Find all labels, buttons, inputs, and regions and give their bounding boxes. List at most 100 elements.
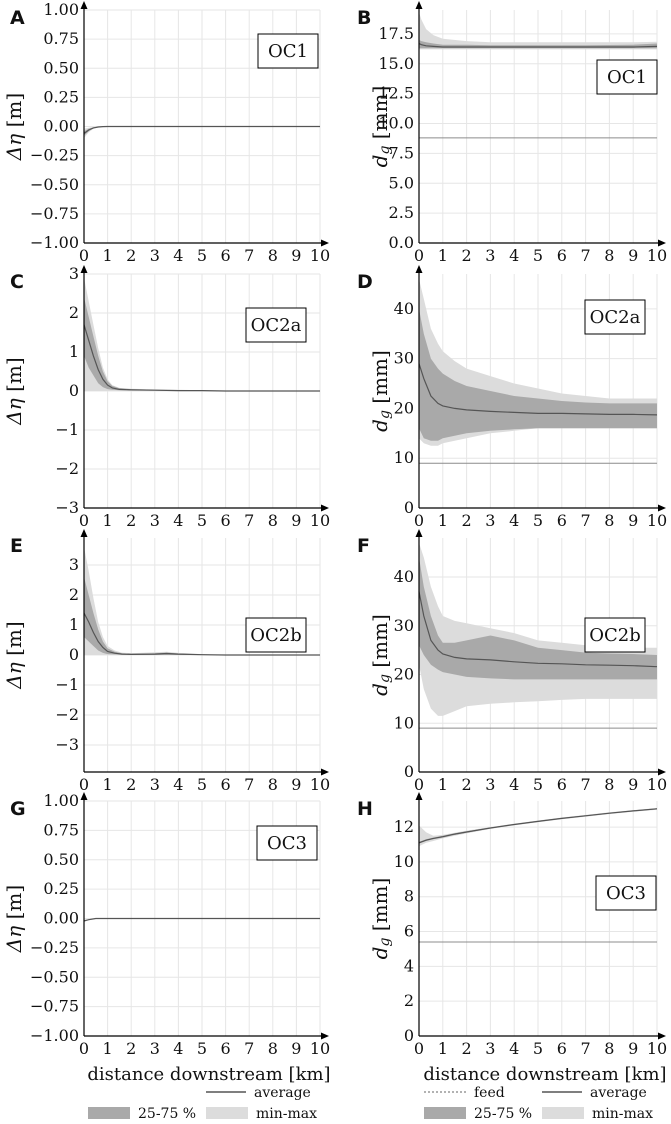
- x-tick-label: 4: [509, 775, 519, 794]
- y-tick-label: 10: [394, 852, 414, 871]
- y-tick-label: 10.0: [378, 114, 414, 133]
- panel-label-c: C: [10, 271, 24, 293]
- x-tick-label: 4: [509, 511, 519, 530]
- y-axis-arrow-f: [415, 529, 423, 537]
- iqr-band-f: [419, 557, 657, 680]
- x-tick-label: 5: [533, 1039, 543, 1058]
- y-tick-label: −0.75: [30, 997, 79, 1016]
- y-tick-label: −3: [55, 498, 79, 517]
- average-line-g: [83, 917, 320, 922]
- y-axis-arrow-c: [80, 265, 88, 273]
- y-tick-label: 2: [69, 303, 79, 322]
- y-tick-label: 0.75: [43, 820, 79, 839]
- x-tick-label: 0: [414, 1039, 424, 1058]
- x-tick-label: 0: [79, 1039, 89, 1058]
- x-tick-label: 7: [581, 1039, 591, 1058]
- x-tick-label: 2: [126, 1039, 136, 1058]
- x-tick-label: 8: [604, 1039, 614, 1058]
- y-tick-label: −0.25: [30, 938, 79, 957]
- x-tick-label: 5: [197, 511, 207, 530]
- x-tick-label: 3: [150, 1039, 160, 1058]
- legend-right-average-label: average: [590, 1085, 647, 1101]
- annotation-label-a: OC1: [268, 41, 308, 62]
- y-axis-arrow-a: [80, 1, 88, 9]
- average-line-d: [418, 363, 658, 416]
- x-tick-label: 3: [485, 775, 495, 794]
- panel-label-b: B: [357, 7, 371, 29]
- x-tick-label: 8: [268, 775, 278, 794]
- average-line-e: [83, 612, 320, 656]
- y-tick-label: 5.0: [389, 173, 414, 192]
- x-tick-label: 2: [462, 511, 472, 530]
- y-axis-label-c: Δη [m]: [2, 357, 26, 425]
- legend-right-feed-label: feed: [474, 1085, 505, 1101]
- annotation-box-f: [584, 617, 646, 653]
- average-line-f: [418, 591, 658, 668]
- y-axis-label-b: dg [mm]: [368, 86, 393, 168]
- y-tick-label: 0.50: [43, 58, 79, 77]
- annotation-box-c: [245, 307, 307, 343]
- x-tick-label: 2: [126, 511, 136, 530]
- y-axis-label-h: dg [mm]: [368, 878, 393, 960]
- y-tick-label: 0: [69, 381, 79, 400]
- x-tick-label: 9: [628, 511, 638, 530]
- x-tick-label: 1: [438, 511, 448, 530]
- y-tick-label: −1.00: [30, 1026, 79, 1045]
- y-axis-label-f: dg [mm]: [368, 614, 393, 696]
- x-tick-label: 3: [485, 246, 495, 265]
- legend-left-minmax-label: min-max: [256, 1106, 317, 1122]
- x-tick-label: 8: [604, 775, 614, 794]
- y-tick-label: −2: [55, 459, 79, 478]
- y-tick-label: 0: [69, 645, 79, 664]
- y-tick-label: −0.25: [30, 146, 79, 165]
- x-tick-label: 4: [509, 1039, 519, 1058]
- annotation-label-c: OC2a: [251, 315, 302, 336]
- y-tick-label: 3: [69, 264, 79, 283]
- y-tick-label: 1: [69, 615, 79, 634]
- x-tick-label: 4: [173, 511, 183, 530]
- annotation-box-d: [584, 299, 646, 335]
- average-line-h: [418, 808, 658, 844]
- y-tick-label: 4: [404, 956, 414, 975]
- annotation-label-d: OC2a: [590, 307, 641, 328]
- x-tick-label: 3: [485, 1039, 495, 1058]
- panel-label-h: H: [357, 798, 373, 820]
- x-tick-label: 6: [221, 775, 231, 794]
- x-tick-label: 3: [150, 775, 160, 794]
- x-tick-label: 1: [103, 1039, 113, 1058]
- x-tick-label: 9: [291, 775, 301, 794]
- x-tick-label: 9: [291, 511, 301, 530]
- x-tick-label: 0: [79, 246, 89, 265]
- x-tick-label: 10: [310, 1039, 330, 1058]
- x-axis-arrow-d: [658, 504, 666, 512]
- y-tick-label: −3: [55, 735, 79, 754]
- x-tick-label: 2: [462, 775, 472, 794]
- y-tick-label: 2: [69, 585, 79, 604]
- annotation-label-e: OC2b: [250, 625, 302, 646]
- x-tick-label: 1: [438, 775, 448, 794]
- x-tick-label: 3: [485, 511, 495, 530]
- average-line-c: [83, 324, 320, 392]
- x-tick-label: 3: [150, 246, 160, 265]
- x-tick-label: 10: [310, 246, 330, 265]
- panel-label-a: A: [10, 7, 25, 29]
- y-axis-label-e: Δη [m]: [2, 621, 26, 689]
- y-tick-label: 3: [69, 555, 79, 574]
- y-tick-label: 1.00: [43, 0, 79, 19]
- x-tick-label: 7: [581, 511, 591, 530]
- legend-left: average 25-75 % min-max: [88, 1085, 317, 1122]
- y-tick-label: −0.50: [30, 175, 79, 194]
- x-axis-arrow-e: [321, 768, 329, 776]
- x-tick-label: 8: [268, 246, 278, 265]
- x-tick-label: 4: [509, 246, 519, 265]
- y-tick-label: 40: [394, 567, 414, 586]
- y-tick-label: 20: [394, 398, 414, 417]
- x-tick-label: 4: [173, 775, 183, 794]
- y-tick-label: 0: [404, 762, 414, 781]
- x-tick-label: 8: [604, 511, 614, 530]
- panels-layer: 0 1 2 3 4 5 6 7 8 9 10−1.00−0.75−0.50−0.250.000.25…: [2, 0, 667, 1058]
- annotation-box-a: [257, 33, 319, 69]
- y-tick-label: 17.5: [378, 24, 414, 43]
